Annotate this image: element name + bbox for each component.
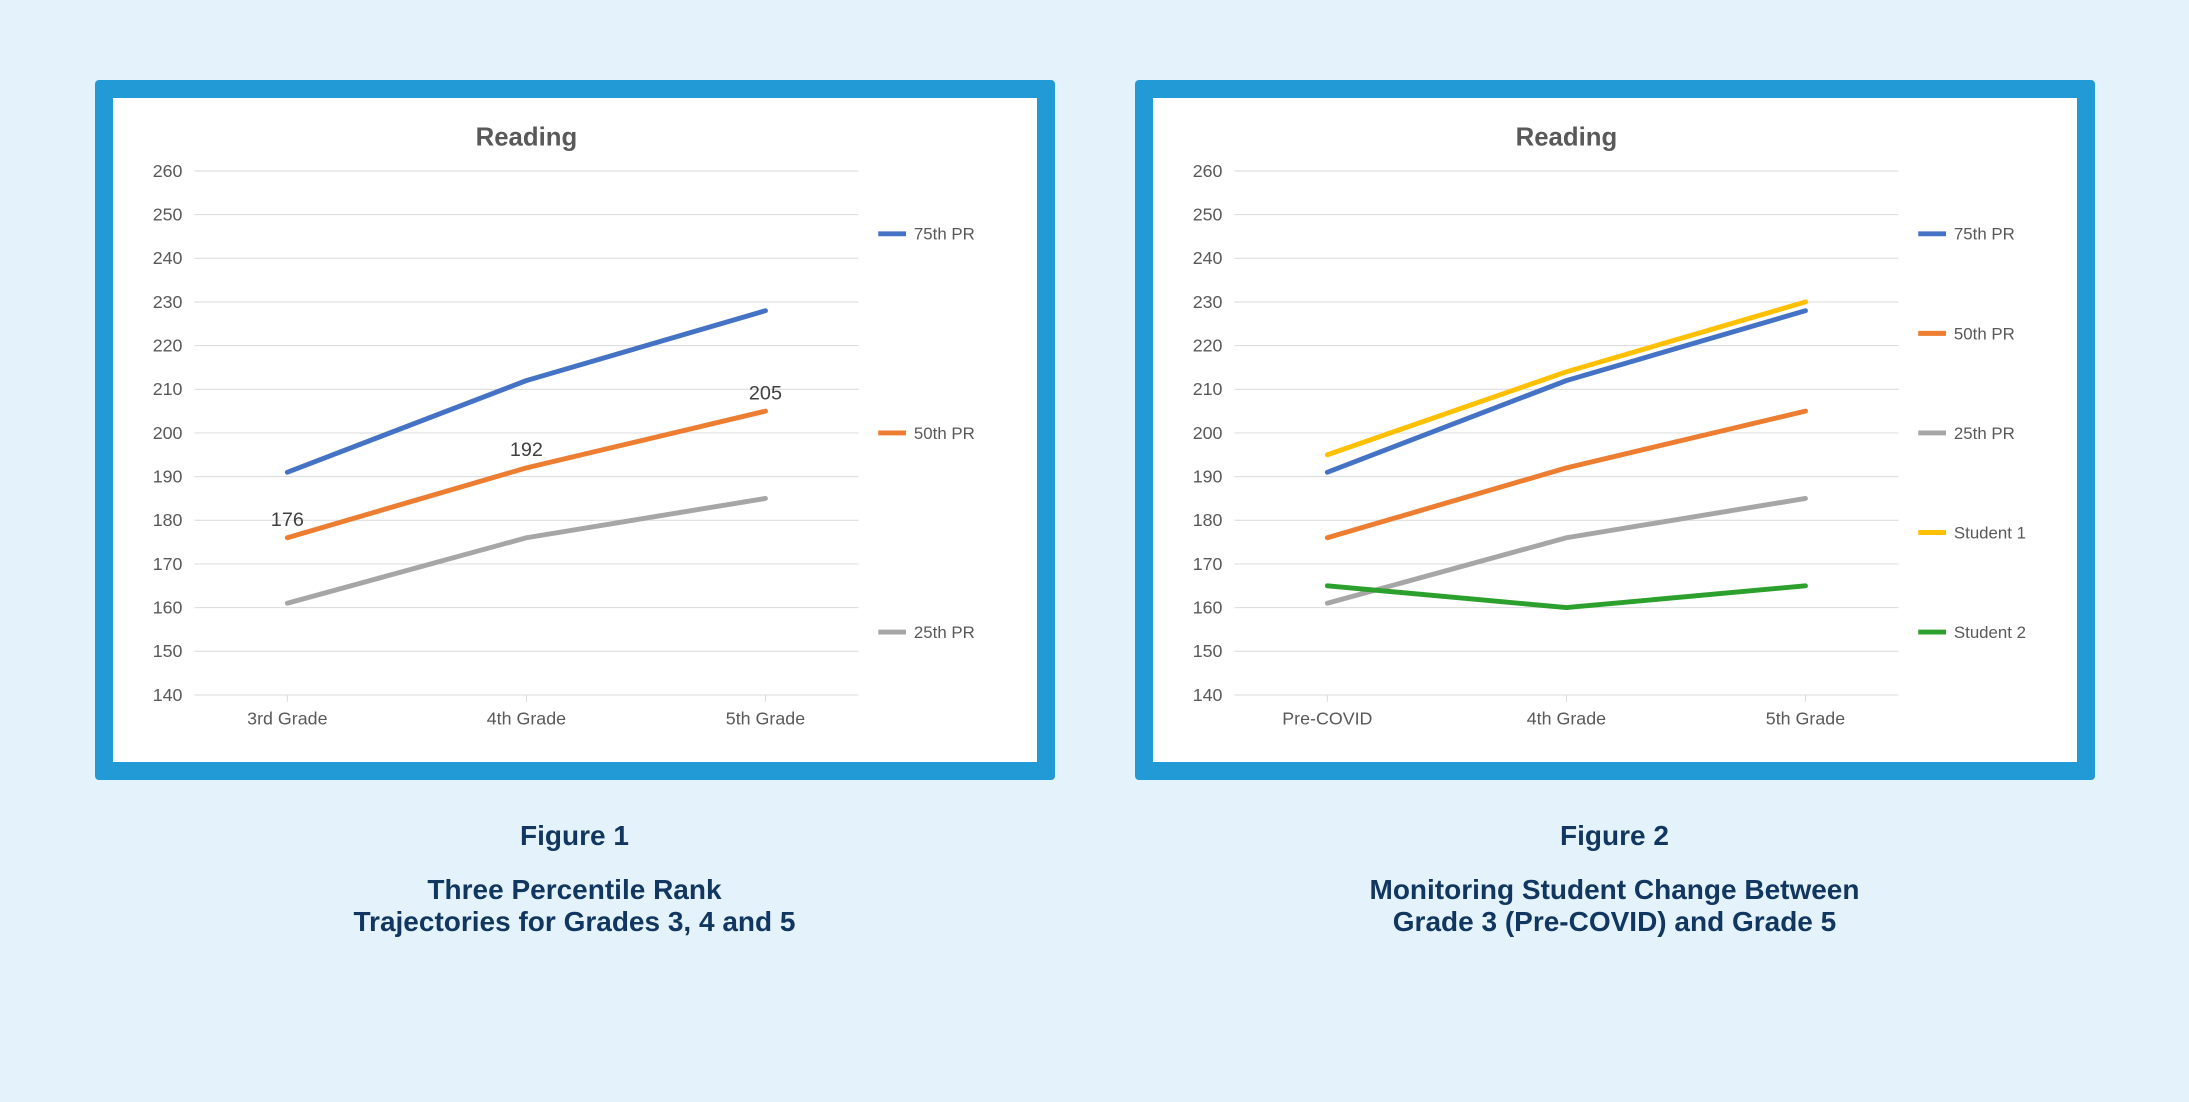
x-tick-label: 3rd Grade: [247, 708, 327, 728]
legend-label: Student 2: [1953, 623, 2025, 642]
page-root: Reading 140 150 160 170 180 190 200 210 220 230 240…: [0, 0, 2189, 1102]
figure1-svg: Reading 140 150 160 170 180 190 200 210 220 230 240…: [125, 116, 1017, 744]
figure1-caption-line2: Trajectories for Grades 3, 4 and 5: [354, 906, 796, 938]
series-line: [1327, 586, 1805, 608]
y-tick-label: 200: [1192, 423, 1222, 443]
y-tick-label: 250: [1192, 205, 1222, 225]
series-line: [287, 411, 765, 538]
x-tick-label: 4th Grade: [1526, 708, 1605, 728]
data-label: 176: [270, 509, 303, 531]
y-tick-label: 230: [152, 292, 182, 312]
legend-label: 25th PR: [913, 623, 974, 642]
figure1-caption-line1: Three Percentile Rank: [354, 874, 796, 906]
y-tick-label: 180: [152, 510, 182, 530]
y-tick-label: 210: [1192, 379, 1222, 399]
y-tick-label: 180: [1192, 510, 1222, 530]
x-tick-label: Pre-COVID: [1282, 708, 1372, 728]
figure2-caption-line1: Monitoring Student Change Between: [1370, 874, 1860, 906]
y-tick-label: 250: [152, 205, 182, 225]
figure2-label: Figure 2: [1370, 820, 1860, 852]
y-tick-label: 200: [152, 423, 182, 443]
legend-label: 25th PR: [1953, 424, 2014, 443]
y-tick-label: 160: [152, 598, 182, 618]
chart-title: Reading: [475, 124, 577, 152]
y-tick-label: 220: [152, 336, 182, 356]
y-tick-label: 240: [1192, 248, 1222, 268]
y-tick-label: 260: [152, 161, 182, 181]
x-tick-label: 4th Grade: [486, 708, 565, 728]
x-tick-label: 5th Grade: [725, 708, 804, 728]
x-tick-label: 5th Grade: [1765, 708, 1844, 728]
y-tick-label: 150: [152, 641, 182, 661]
y-tick-label: 190: [1192, 467, 1222, 487]
legend-label: 75th PR: [1953, 225, 2014, 244]
y-tick-label: 220: [1192, 336, 1222, 356]
series-line: [1327, 498, 1805, 603]
data-label: 205: [748, 382, 781, 404]
legend-label: 50th PR: [913, 424, 974, 443]
chart-title: Reading: [1515, 124, 1617, 152]
figure2-caption-block: Figure 2 Monitoring Student Change Betwe…: [1370, 820, 1860, 938]
figure2-chart-frame: Reading 140 150 160 170 180 190 200 210 220 230 240…: [1135, 80, 2095, 780]
y-tick-label: 210: [152, 379, 182, 399]
legend-label: Student 1: [1953, 523, 2025, 542]
figure2-svg: Reading 140 150 160 170 180 190 200 210 220 230 240…: [1165, 116, 2057, 744]
figure1-label: Figure 1: [354, 820, 796, 852]
y-tick-label: 160: [1192, 598, 1222, 618]
legend-label: 75th PR: [913, 225, 974, 244]
series-line: [1327, 311, 1805, 473]
legend-label: 50th PR: [1953, 324, 2014, 343]
figure1-panel: Reading 140 150 160 170 180 190 200 210 220 230 240…: [95, 80, 1055, 1062]
figure1-chart-frame: Reading 140 150 160 170 180 190 200 210 220 230 240…: [95, 80, 1055, 780]
figure2-caption-line2: Grade 3 (Pre-COVID) and Grade 5: [1370, 906, 1860, 938]
y-tick-label: 240: [152, 248, 182, 268]
figure2-panel: Reading 140 150 160 170 180 190 200 210 220 230 240…: [1135, 80, 2095, 1062]
y-tick-label: 230: [1192, 292, 1222, 312]
series-line: [287, 498, 765, 603]
y-tick-label: 170: [152, 554, 182, 574]
y-tick-label: 150: [1192, 641, 1222, 661]
figure1-caption-block: Figure 1 Three Percentile Rank Trajector…: [354, 820, 796, 938]
y-tick-label: 260: [1192, 161, 1222, 181]
y-tick-label: 140: [1192, 685, 1222, 705]
data-label: 192: [509, 439, 542, 461]
y-tick-label: 140: [152, 685, 182, 705]
y-tick-label: 170: [1192, 554, 1222, 574]
y-tick-label: 190: [152, 467, 182, 487]
